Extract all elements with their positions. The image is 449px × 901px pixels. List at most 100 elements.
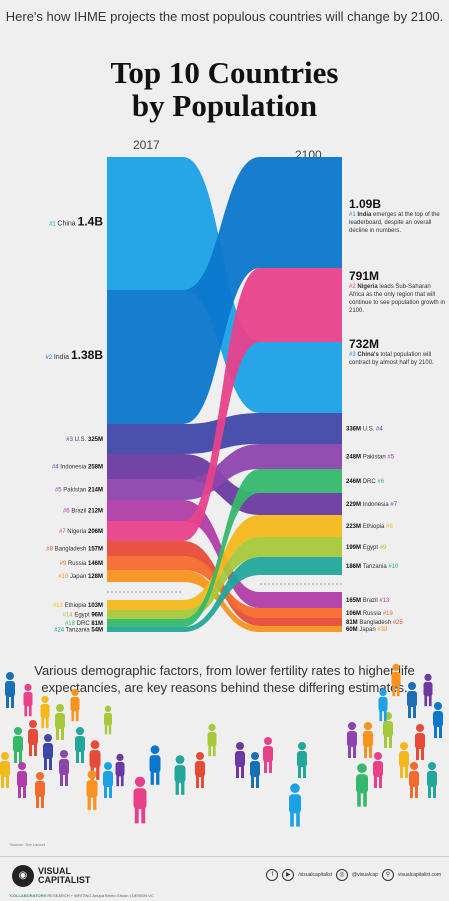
- person-figure: [433, 702, 443, 738]
- china-text: total population will contract by almost…: [349, 352, 434, 366]
- flow-india: [107, 157, 342, 424]
- logo-brand: VISUAL CAPITALIST: [38, 867, 90, 885]
- nigeria-value: 791M: [349, 269, 380, 283]
- person-figure: [297, 742, 307, 778]
- india-description: 1.09B #1 India emerges at the top of the…: [349, 197, 447, 235]
- sankey-chart: #1 China 1.4B #2 India 1.38B #3 U.S. 325M #…: [46, 157, 403, 634]
- india-text: emerges at the top of the leaderboard, d…: [349, 212, 440, 234]
- flow-nigeria: [107, 268, 342, 541]
- flow-japan: [107, 570, 342, 632]
- nigeria-name: Nigeria: [357, 284, 378, 290]
- right-label-drc: 246M DRC #6: [346, 479, 385, 485]
- person-figure: [75, 727, 85, 763]
- facebook-icon[interactable]: f: [266, 869, 279, 881]
- right-label-bangladesh: 81M Bangladesh #25: [346, 620, 403, 626]
- right-label-us: 336M U.S. #4: [346, 427, 383, 433]
- social-handle-2[interactable]: @visualcap: [352, 872, 378, 878]
- china-rank: #3: [349, 352, 356, 358]
- left-label-ethiopia: #13 Ethiopia 103M: [53, 603, 103, 609]
- person-figure: [427, 762, 437, 798]
- person-figure: [35, 772, 45, 808]
- right-label-brazil: 165M Brazil #13: [346, 598, 390, 604]
- person-figure: [373, 752, 383, 788]
- left-label-india: #2 India 1.38B: [46, 348, 104, 362]
- credits: COLLABORATORS RESEARCH + WRITING Anupa B…: [10, 893, 154, 898]
- person-figure: [103, 762, 113, 798]
- person-figure: [207, 723, 217, 757]
- left-label-bangladesh: #8 Bangladesh 157M: [46, 547, 103, 553]
- social-handle-1[interactable]: /visualcapitalist: [298, 872, 332, 878]
- person-figure: [70, 688, 80, 722]
- bottom-text: Various demographic factors, from lower …: [34, 663, 415, 695]
- intro-text: Here's how IHME projects the most populo…: [5, 9, 444, 24]
- right-label-pakistan: 248M Pakistan #5: [346, 455, 395, 461]
- right-label-tanzania: 186M Tanzania #10: [346, 564, 399, 570]
- website-icon[interactable]: ⚲: [381, 869, 394, 881]
- credits-text: RESEARCH + WRITING Anupa Brinto Ghosh | …: [47, 893, 154, 898]
- person-figure: [115, 753, 125, 787]
- flow-bangladesh: [107, 541, 342, 626]
- nigeria-text: leads Sub-Saharan Africa as the only reg…: [349, 284, 446, 314]
- person-figure: [5, 672, 15, 708]
- left-label-brazil: #6 Brazil 212M: [63, 509, 103, 515]
- instagram-icon[interactable]: ◎: [336, 869, 348, 881]
- nigeria-description: 791M #2 Nigeria leads Sub-Saharan Africa…: [349, 269, 447, 315]
- person-figure: [17, 762, 27, 798]
- right-label-japan: 60M Japan #38: [346, 627, 388, 633]
- person-figure: [399, 742, 409, 778]
- right-label-russia: 106M Russia #19: [346, 611, 393, 617]
- flows-group: [107, 157, 342, 632]
- left-label-tanzania: #24 Tanzania 54M: [54, 628, 103, 634]
- person-figure: [59, 750, 69, 786]
- china-value: 732M: [349, 337, 380, 351]
- left-label-russia: #9 Russia 146M: [60, 561, 103, 567]
- china-name: China's: [357, 352, 379, 358]
- flow-pakistan: [107, 444, 342, 500]
- credits-label: COLLABORATORS: [10, 893, 47, 898]
- flow-tanzania: [107, 557, 342, 632]
- social-links: f ▶ /visualcapitalist ◎ @visualcap ⚲ vis…: [266, 869, 441, 881]
- nigeria-rank: #2: [349, 284, 356, 290]
- flow-ethiopia: [107, 515, 342, 610]
- social-handle-3[interactable]: visualcapitalist.com: [397, 872, 441, 878]
- logo[interactable]: ◉ VISUAL CAPITALIST: [12, 865, 90, 887]
- person-figure: [409, 762, 419, 798]
- logo-icon: ◉: [12, 865, 34, 887]
- person-figure: [13, 727, 23, 763]
- right-label-ethiopia: 223M Ethiopia #8: [346, 524, 393, 530]
- india-value: 1.09B: [349, 197, 382, 211]
- people-illustration: [0, 663, 443, 827]
- person-figure: [347, 722, 357, 758]
- person-figure: [378, 688, 388, 722]
- person-figure: [415, 724, 425, 760]
- person-figure: [235, 742, 245, 778]
- china-description: 732M #3 China's total population will co…: [349, 337, 447, 367]
- title-line-1: Top 10 Countries: [110, 55, 339, 90]
- left-label-indonesia: #4 Indonesia 258M: [52, 465, 103, 471]
- footer: ◉ VISUAL CAPITALIST f ▶ /visualcapitalis…: [0, 856, 449, 901]
- left-label-japan: #10 Japan 128M: [58, 574, 103, 580]
- left-label-pakistan: #5 Pakistan 214M: [55, 488, 103, 494]
- person-figure: [0, 752, 10, 788]
- person-figure: [43, 734, 53, 770]
- youtube-icon[interactable]: ▶: [282, 869, 295, 881]
- flow-egypt: [107, 537, 342, 619]
- left-labels-group: #1 China 1.4B #2 India 1.38B #3 U.S. 325M #…: [46, 215, 104, 634]
- flow-indonesia: [107, 454, 342, 515]
- person-figure: [423, 673, 433, 707]
- left-label-egypt: #14 Egypt 96M: [63, 613, 103, 619]
- year-left: 2017: [133, 138, 160, 152]
- person-figure: [174, 755, 186, 795]
- person-figure: [356, 763, 368, 807]
- page-title: Top 10 Countries by Population: [0, 56, 449, 122]
- person-figure: [86, 770, 98, 810]
- person-figure: [391, 663, 401, 697]
- left-label-drc: #18 DRC 81M: [65, 621, 103, 627]
- left-label-nigeria: #7 Nigeria 206M: [59, 529, 103, 535]
- person-figure: [28, 720, 38, 756]
- person-figure: [195, 752, 205, 788]
- right-label-indonesia: 229M Indonesia #7: [346, 502, 398, 508]
- flow-drc: [107, 469, 342, 627]
- right-label-egypt: 199M Egypt #9: [346, 545, 387, 551]
- source-note: Source: The Lancet: [10, 842, 45, 847]
